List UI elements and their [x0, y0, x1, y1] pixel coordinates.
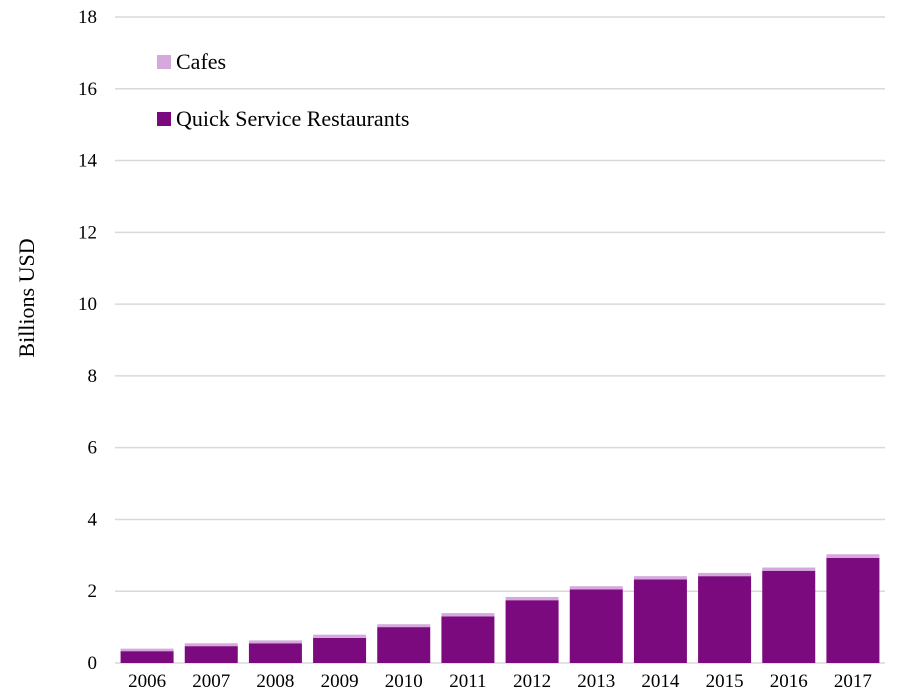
bar-cafes-2014 [633, 576, 687, 580]
legend-label: Cafes [176, 49, 226, 74]
bar-cafes-2006 [120, 648, 174, 652]
x-tick-label: 2015 [706, 671, 744, 691]
bar-quick-service-2006 [120, 651, 174, 663]
x-axis-ticks: 2006 2007 2008 2009 2010 2011 2012 2013 2014 2015… [128, 671, 872, 691]
x-tick-label: 2017 [834, 671, 872, 691]
x-tick-label: 2011 [449, 671, 486, 691]
bar-quick-service-2007 [184, 646, 238, 663]
x-tick-label: 2008 [256, 671, 294, 691]
bar-quick-service-2008 [248, 643, 302, 663]
bar-cafes-2009 [313, 634, 367, 638]
legend[interactable]: Cafes Quick Service Restaurants [157, 49, 409, 131]
legend-item[interactable]: Quick Service Restaurants [157, 106, 409, 131]
x-tick-label: 2007 [192, 671, 230, 691]
bar-cafes-2013 [569, 586, 623, 590]
x-tick-label: 2014 [641, 671, 680, 691]
y-tick-label: 2 [88, 581, 98, 602]
bar-quick-service-2010 [377, 627, 431, 663]
bar-quick-service-2009 [313, 637, 367, 663]
y-axis-title: Billions USD [14, 238, 39, 357]
x-tick-label: 2016 [770, 671, 808, 691]
bar-cafes-2007 [184, 643, 238, 647]
bar-cafes-2016 [762, 567, 816, 571]
y-tick-label: 0 [88, 653, 98, 674]
bar-quick-service-2014 [633, 579, 687, 663]
bar-cafes-2011 [441, 613, 495, 617]
y-tick-label: 18 [78, 7, 97, 28]
x-tick-label: 2006 [128, 671, 166, 691]
x-tick-label: 2010 [385, 671, 423, 691]
y-axis-ticks: 0 2 4 6 8 10 12 14 16 18 [78, 7, 98, 674]
bar-quick-service-2011 [441, 616, 495, 663]
y-tick-label: 12 [78, 222, 97, 243]
x-tick-label: 2009 [321, 671, 359, 691]
gridlines [115, 16, 885, 664]
y-tick-label: 8 [88, 366, 98, 387]
legend-item[interactable]: Cafes [157, 49, 226, 74]
bar-cafes-2010 [377, 624, 431, 628]
bars [120, 554, 880, 663]
y-tick-label: 10 [78, 294, 97, 315]
bar-quick-service-2016 [762, 570, 816, 663]
y-tick-label: 14 [78, 151, 98, 172]
bar-cafes-2017 [826, 554, 880, 558]
bar-quick-service-2017 [826, 557, 880, 663]
x-tick-label: 2012 [513, 671, 551, 691]
legend-label: Quick Service Restaurants [176, 106, 409, 131]
bar-cafes-2012 [505, 596, 559, 601]
bar-quick-service-2012 [505, 600, 559, 663]
bar-quick-service-2015 [698, 576, 752, 663]
x-tick-label: 2013 [577, 671, 615, 691]
y-tick-label: 6 [88, 438, 98, 459]
bar-cafes-2008 [248, 640, 302, 644]
legend-swatch [157, 55, 171, 69]
bar-quick-service-2013 [569, 589, 623, 663]
y-tick-label: 4 [88, 509, 98, 530]
y-tick-label: 16 [78, 79, 97, 100]
legend-swatch [157, 112, 171, 126]
bar-cafes-2015 [698, 572, 752, 577]
